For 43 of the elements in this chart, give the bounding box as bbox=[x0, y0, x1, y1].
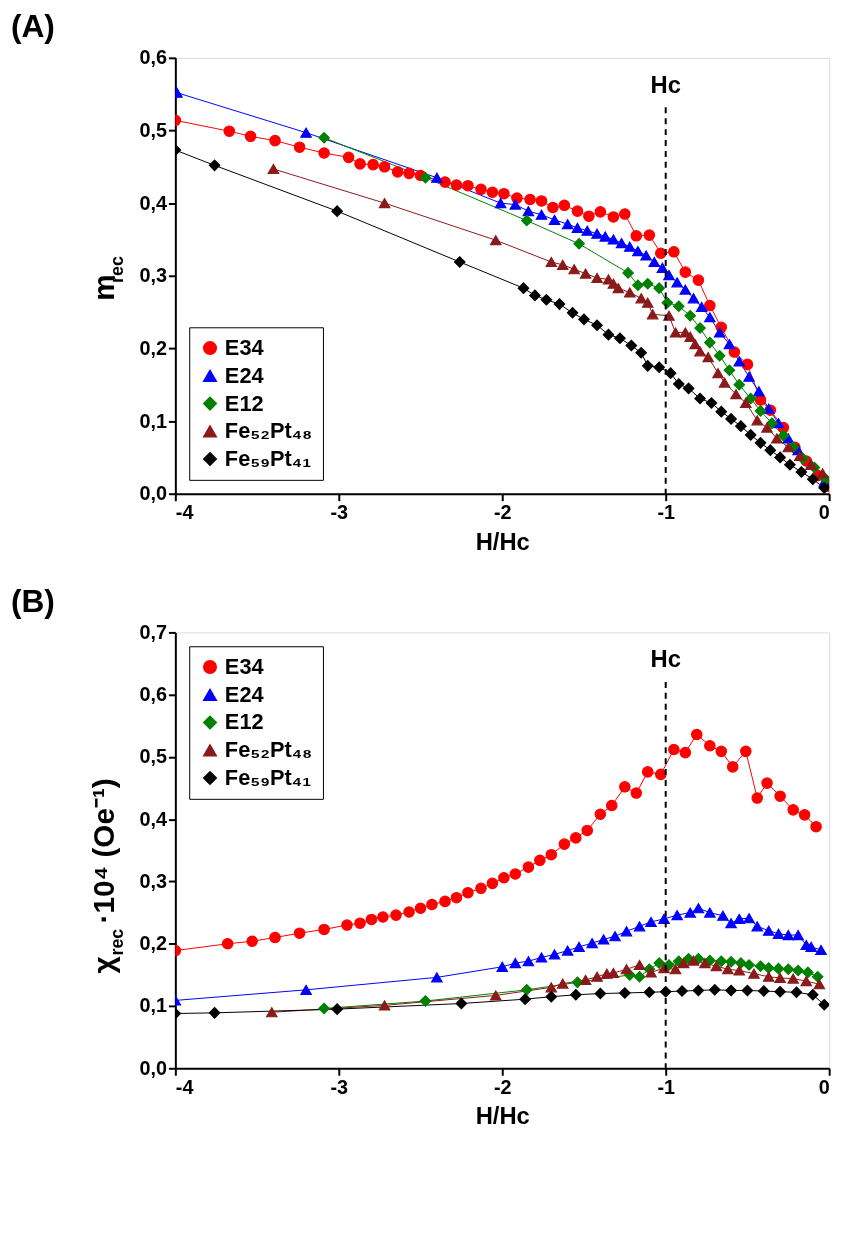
y-tick-label: 0,2 bbox=[139, 336, 167, 359]
y-tick-label: 0,0 bbox=[139, 482, 167, 505]
y-tick-label: 0,1 bbox=[139, 409, 167, 432]
ref-line-label: Hc bbox=[650, 645, 681, 673]
x-axis-title: H/Hc bbox=[475, 1102, 530, 1130]
legend-label: E12 bbox=[224, 390, 264, 416]
x-tick-label: -3 bbox=[330, 500, 349, 523]
y-axis-title: χrec·10⁴ (Oe⁻¹) bbox=[86, 778, 127, 974]
legend-label: E24 bbox=[224, 362, 264, 388]
x-tick-label: -4 bbox=[175, 1075, 194, 1098]
chart-title: (B) bbox=[10, 582, 55, 619]
y-tick-label: 0,5 bbox=[139, 118, 167, 141]
x-tick-label: -4 bbox=[175, 500, 194, 523]
y-tick-label: 0,0 bbox=[139, 1056, 167, 1079]
legend-label: E12 bbox=[224, 709, 264, 735]
x-tick-label: -1 bbox=[657, 1075, 675, 1098]
y-tick-label: 0,4 bbox=[139, 807, 167, 830]
chart-title: (A) bbox=[10, 8, 55, 45]
y-tick-label: 0,4 bbox=[139, 191, 167, 214]
legend-label: E24 bbox=[224, 681, 264, 707]
legend-label: Fe₅₂Pt₄₈ bbox=[224, 418, 313, 444]
y-tick-label: 0,1 bbox=[139, 994, 167, 1017]
legend-label: Fe₅₉Pt₄₁ bbox=[224, 445, 312, 471]
x-tick-label: -1 bbox=[657, 500, 675, 523]
ref-line-label: Hc bbox=[650, 70, 681, 98]
x-axis-title: H/Hc bbox=[475, 527, 530, 555]
y-tick-label: 0,6 bbox=[139, 46, 167, 69]
y-axis-title: mrec bbox=[86, 256, 127, 301]
x-tick-label: -2 bbox=[493, 1075, 512, 1098]
x-tick-label: -3 bbox=[330, 1075, 349, 1098]
y-tick-label: 0,3 bbox=[139, 264, 167, 287]
x-tick-label: -2 bbox=[493, 500, 512, 523]
y-tick-label: 0,6 bbox=[139, 683, 167, 706]
legend-label: E34 bbox=[224, 654, 264, 680]
legend-label: E34 bbox=[224, 335, 264, 361]
legend-label: Fe₅₂Pt₄₈ bbox=[224, 737, 313, 763]
legend-label: Fe₅₉Pt₄₁ bbox=[224, 764, 312, 790]
x-tick-label: 0 bbox=[818, 1075, 830, 1098]
x-tick-label: 0 bbox=[818, 500, 830, 523]
y-tick-label: 0,3 bbox=[139, 869, 167, 892]
y-tick-label: 0,2 bbox=[139, 932, 167, 955]
y-tick-label: 0,5 bbox=[139, 745, 167, 768]
y-tick-label: 0,7 bbox=[139, 620, 167, 643]
